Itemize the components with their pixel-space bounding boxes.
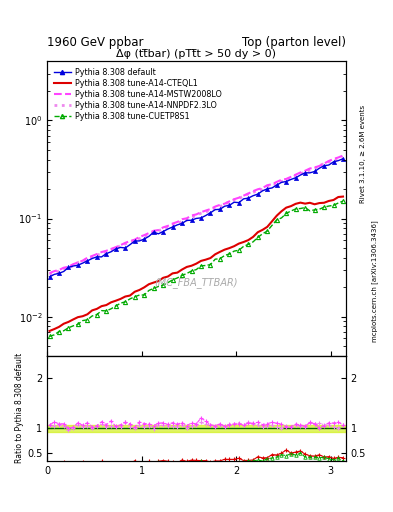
Bar: [47, 425, 346, 432]
Text: 1960 GeV ppbar: 1960 GeV ppbar: [47, 36, 144, 49]
Text: (MC_FBA_TTBAR): (MC_FBA_TTBAR): [155, 276, 238, 288]
Text: Top (parton level): Top (parton level): [242, 36, 346, 49]
Text: mcplots.cern.ch [arXiv:1306.3436]: mcplots.cern.ch [arXiv:1306.3436]: [371, 221, 378, 343]
Title: Δφ (tt̅bar) (pTt̅t > 50 dy > 0): Δφ (tt̅bar) (pTt̅t > 50 dy > 0): [116, 49, 277, 59]
Legend: Pythia 8.308 default, Pythia 8.308 tune-A14-CTEQL1, Pythia 8.308 tune-A14-MSTW20: Pythia 8.308 default, Pythia 8.308 tune-…: [51, 66, 225, 123]
Text: Rivet 3.1.10, ≥ 2.6M events: Rivet 3.1.10, ≥ 2.6M events: [360, 104, 365, 203]
Y-axis label: Ratio to Pythia 8.308 default: Ratio to Pythia 8.308 default: [15, 353, 24, 463]
